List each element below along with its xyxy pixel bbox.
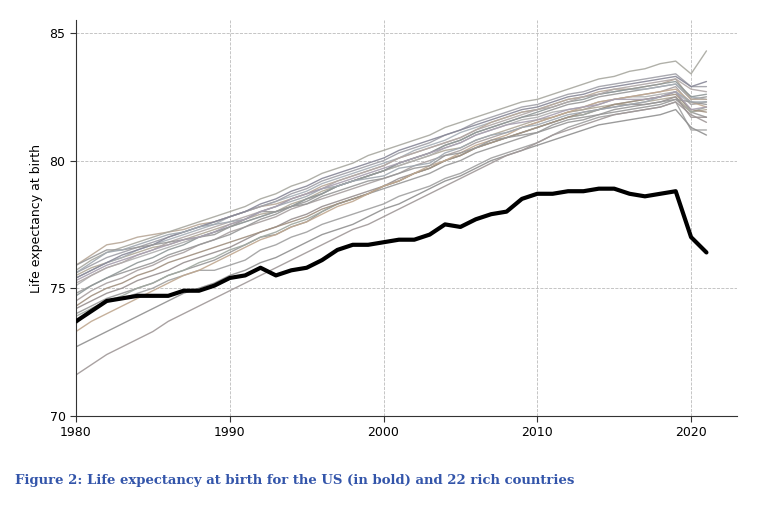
Y-axis label: Life expectancy at birth: Life expectancy at birth — [30, 143, 43, 293]
Text: Figure 2: Life expectancy at birth for the US (in bold) and 22 rich countries: Figure 2: Life expectancy at birth for t… — [15, 474, 575, 487]
